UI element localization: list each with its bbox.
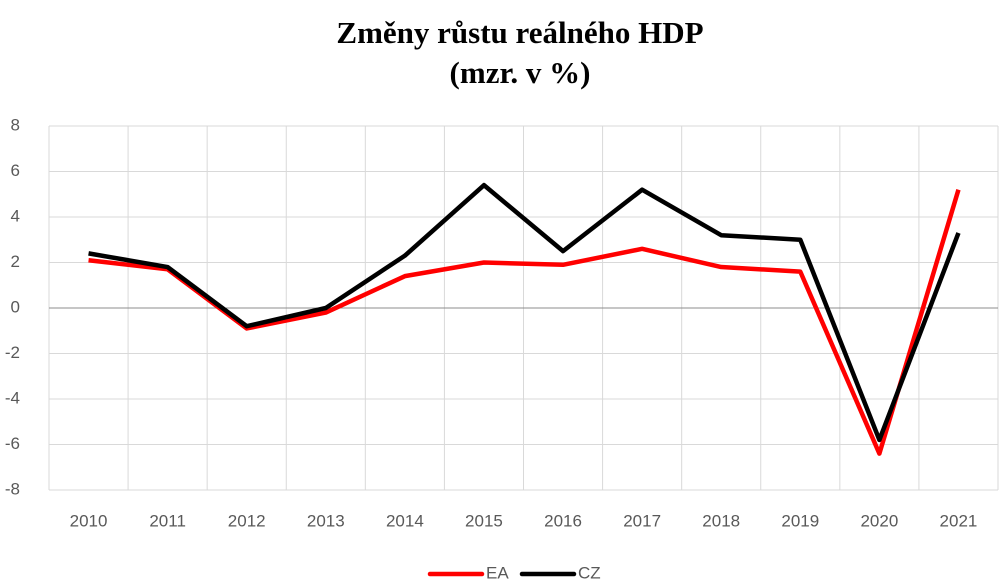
x-tick-label: 2015 [465,511,503,530]
chart-subtitle: (mzr. v %) [450,55,591,90]
series-line [88,182,961,443]
y-tick-label: 2 [11,252,20,271]
y-tick-label: 0 [11,297,20,316]
y-tick-label: -2 [5,343,20,362]
x-tick-label: 2011 [149,511,186,530]
x-tick-label: 2013 [307,511,345,530]
x-tick-label: 2016 [544,511,582,530]
x-tick-label: 2012 [228,511,266,530]
y-tick-label: 6 [11,161,20,180]
legend-label: EA [486,563,509,582]
chart-title: Změny růstu reálného HDP [336,15,703,50]
y-tick-label: -4 [5,388,20,407]
x-tick-label: 2020 [860,511,898,530]
x-tick-label: 2017 [623,511,661,530]
x-tick-label: 2021 [940,511,978,530]
x-tick-label: 2019 [781,511,819,530]
y-tick-label: -6 [5,434,20,453]
x-tick-label: 2014 [386,511,424,530]
y-tick-label: -8 [5,479,20,498]
y-tick-label: 4 [11,206,20,225]
x-tick-label: 2018 [702,511,740,530]
y-tick-label: 8 [11,115,20,134]
legend-label: CZ [578,563,601,582]
x-tick-label: 2010 [70,511,108,530]
